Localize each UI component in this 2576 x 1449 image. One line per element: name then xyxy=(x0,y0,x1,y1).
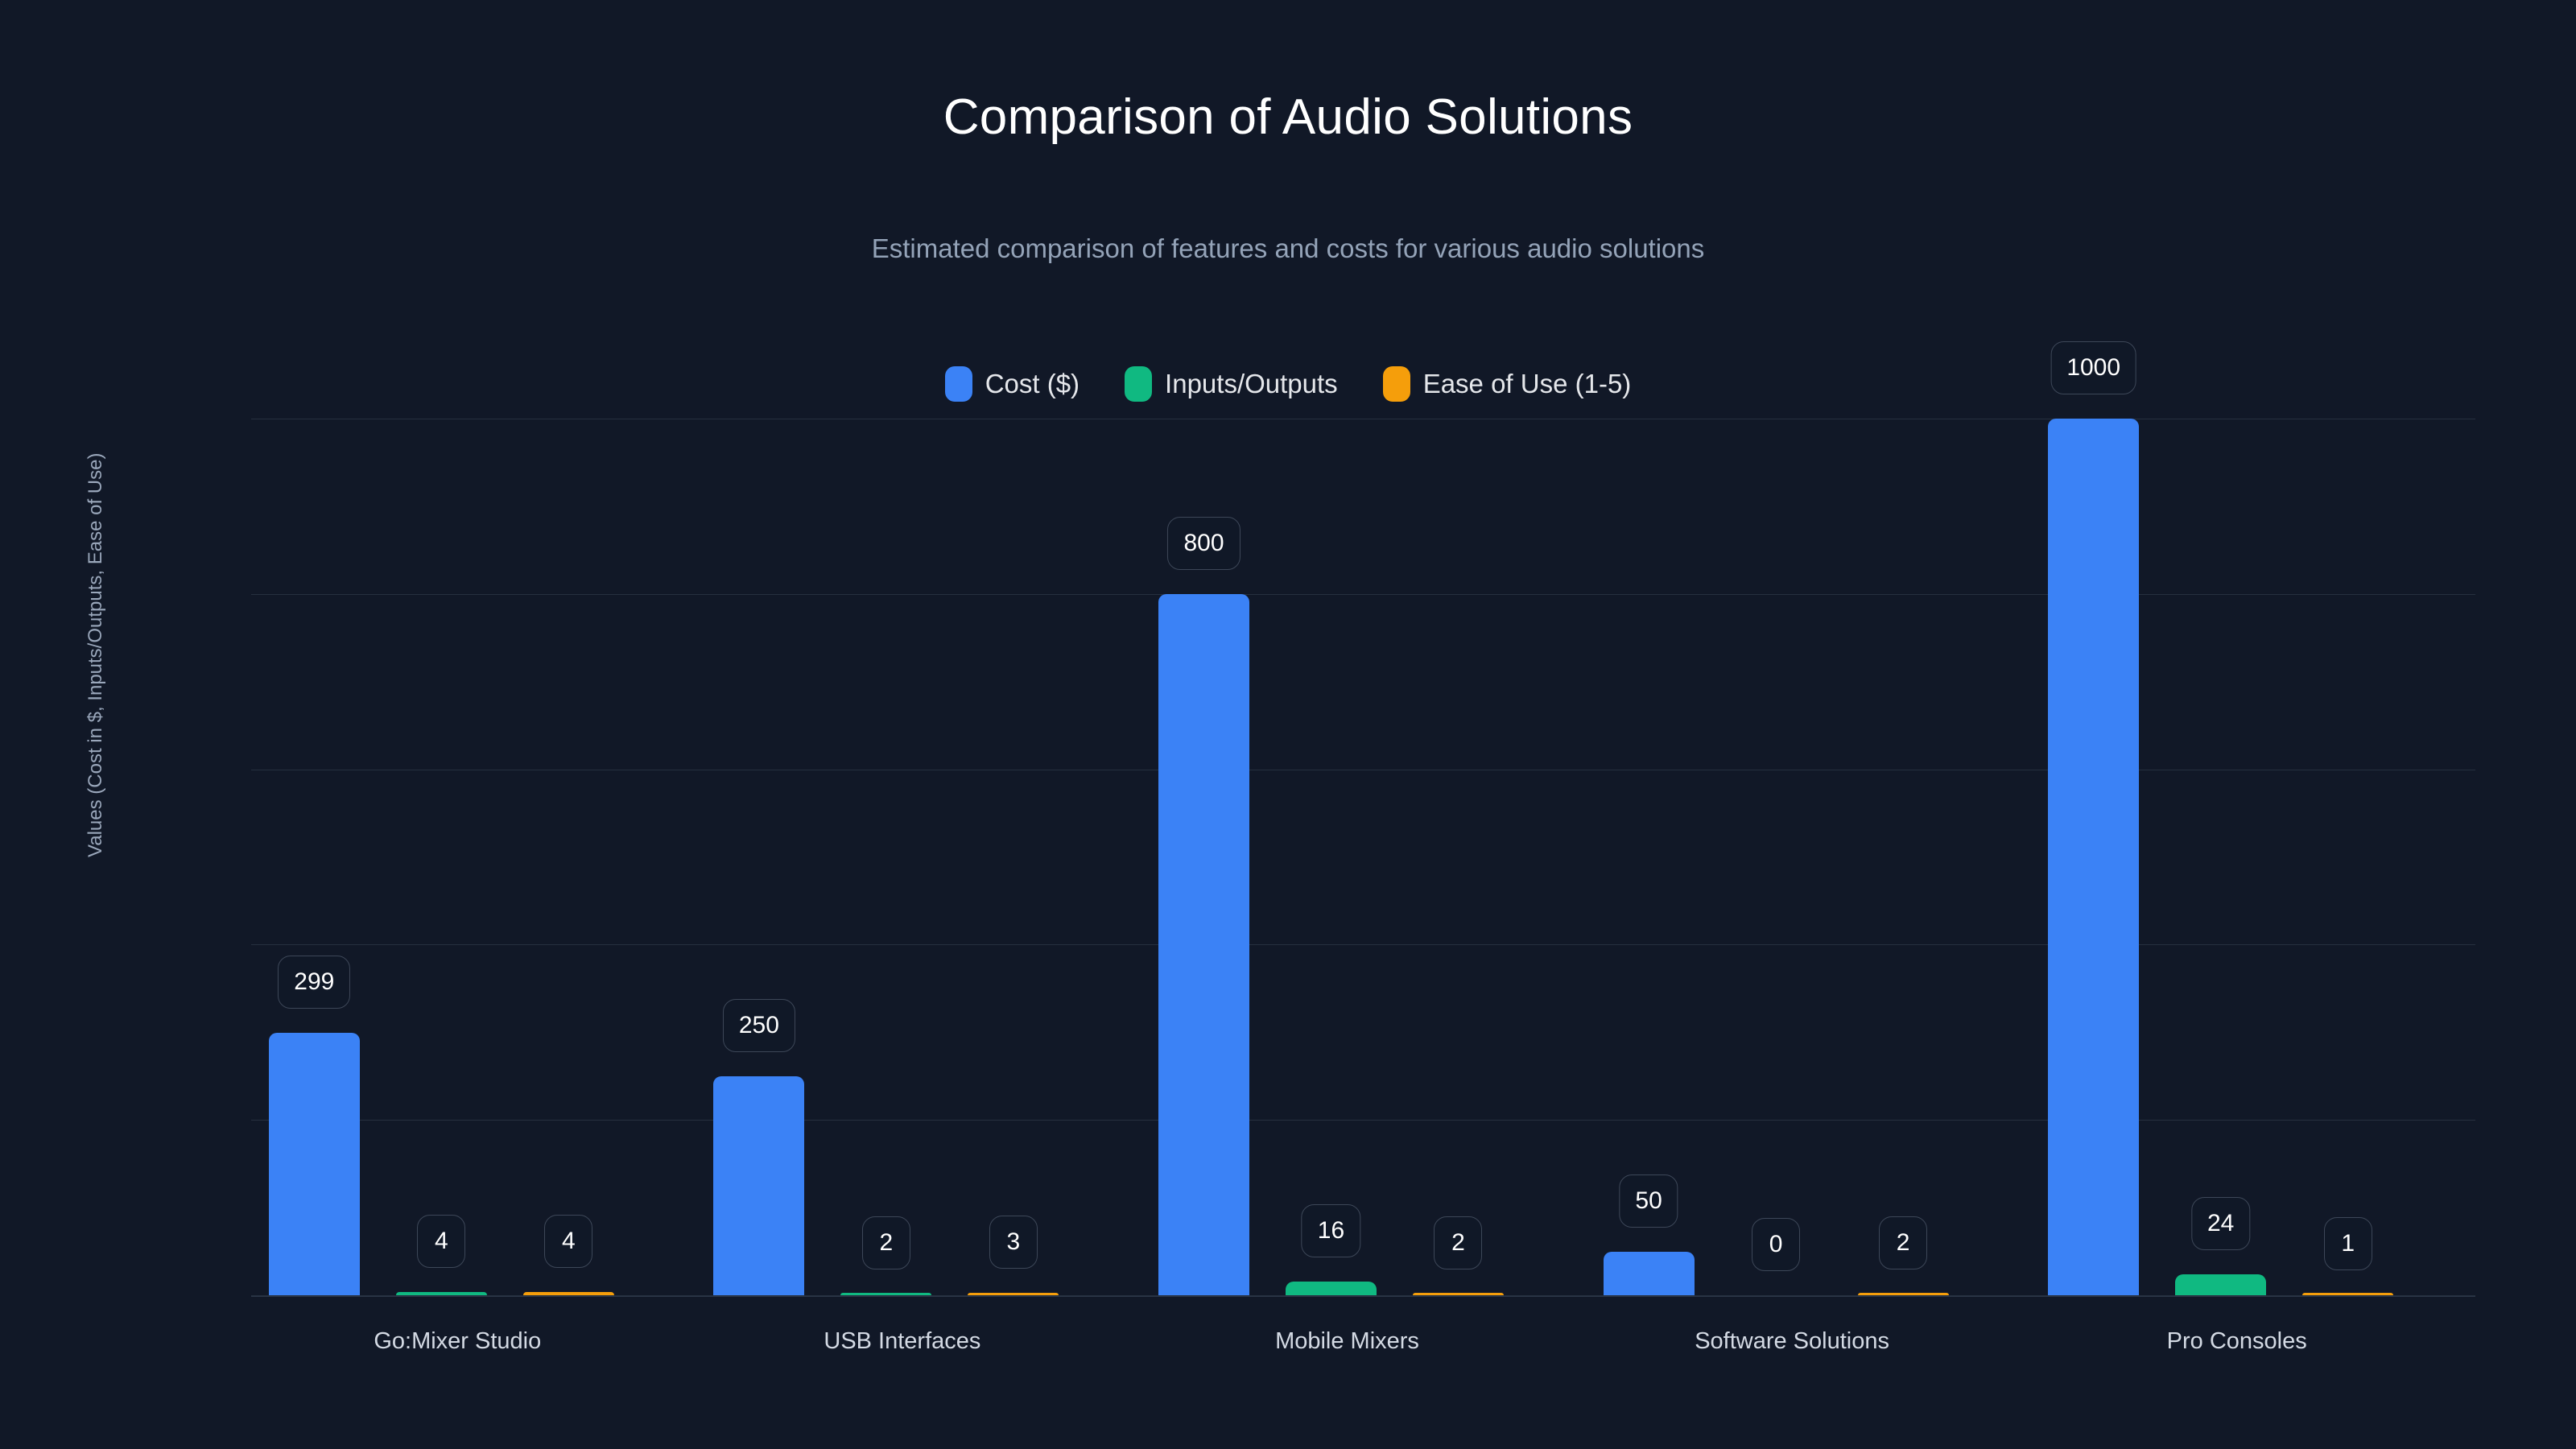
gridline xyxy=(251,1120,2475,1121)
legend-swatch-icon xyxy=(944,366,972,402)
bar-0-1[interactable] xyxy=(395,1291,487,1295)
bar-value-label: 4 xyxy=(417,1214,466,1268)
bar-1-1[interactable] xyxy=(840,1293,932,1295)
bar-4-1[interactable] xyxy=(2175,1274,2267,1295)
x-tick-label-1: USB Interfaces xyxy=(824,1328,981,1354)
gridline xyxy=(251,1295,2475,1296)
bar-group-1: 250 2 3 xyxy=(696,419,1141,1295)
bar-value-label: 0 xyxy=(1752,1218,1801,1271)
bar-0-0[interactable] xyxy=(268,1033,360,1295)
legend-swatch-icon xyxy=(1125,366,1153,402)
bar-1-2[interactable] xyxy=(968,1292,1059,1295)
legend-item-2[interactable]: Ease of Use (1-5) xyxy=(1382,366,1632,402)
bar-2-2[interactable] xyxy=(1412,1293,1504,1295)
bar-0-2[interactable] xyxy=(522,1291,614,1295)
plot-area: 299 4 4 250 2 3 800 16 2 50 0 2 1000 24 1 xyxy=(251,341,2475,1297)
bar-3-0[interactable] xyxy=(1603,1251,1695,1295)
bar-value-label: 299 xyxy=(278,956,351,1009)
bar-3-2[interactable] xyxy=(1857,1293,1949,1295)
page-title: Comparison of Audio Solutions xyxy=(943,89,1633,145)
gridline xyxy=(251,944,2475,946)
bar-value-label: 24 xyxy=(2191,1196,2251,1250)
bar-value-label: 1000 xyxy=(2050,341,2137,394)
bar-value-label: 2 xyxy=(861,1216,910,1269)
bar-1-0[interactable] xyxy=(713,1075,805,1295)
x-tick-label-0: Go:Mixer Studio xyxy=(374,1328,542,1354)
bar-value-label: 4 xyxy=(544,1214,593,1268)
bar-group-0: 299 4 4 xyxy=(251,419,696,1295)
x-tick-label-3: Software Solutions xyxy=(1695,1328,1889,1354)
bar-value-label: 1 xyxy=(2323,1216,2372,1270)
chart-subtitle: Estimated comparison of features and cos… xyxy=(871,233,1705,263)
legend-label: Inputs/Outputs xyxy=(1165,369,1338,398)
bar-2-0[interactable] xyxy=(1158,593,1249,1295)
bar-4-0[interactable] xyxy=(2048,419,2140,1295)
legend-swatch-icon xyxy=(1382,366,1410,402)
bar-value-label: 3 xyxy=(989,1215,1038,1269)
bar-value-label: 2 xyxy=(1434,1216,1483,1269)
bar-value-label: 250 xyxy=(722,998,795,1052)
bar-value-label: 16 xyxy=(1301,1203,1361,1257)
bar-2-1[interactable] xyxy=(1285,1281,1377,1295)
y-axis-title: Values (Cost in $, Inputs/Outputs, Ease … xyxy=(85,452,106,857)
x-axis-baseline xyxy=(251,1295,2475,1297)
gridline xyxy=(251,593,2475,595)
bar-4-2[interactable] xyxy=(2302,1293,2394,1295)
legend-item-1[interactable]: Inputs/Outputs xyxy=(1125,366,1338,402)
legend-item-0[interactable]: Cost ($) xyxy=(944,366,1080,402)
legend-label: Cost ($) xyxy=(985,369,1080,398)
bar-group-4: 1000 24 1 xyxy=(2030,341,2475,1295)
bar-group-2: 800 16 2 xyxy=(1141,419,1586,1295)
x-tick-label-2: Mobile Mixers xyxy=(1275,1328,1419,1354)
legend-label: Ease of Use (1-5) xyxy=(1422,369,1632,398)
chart-legend: Cost ($) Inputs/Outputs Ease of Use (1-5) xyxy=(0,366,2576,402)
bar-value-label: 2 xyxy=(1879,1216,1928,1269)
bar-group-3: 50 0 2 xyxy=(1586,419,2031,1295)
bar-value-label: 50 xyxy=(1619,1174,1678,1228)
x-tick-label-4: Pro Consoles xyxy=(2166,1328,2307,1354)
bar-value-label: 800 xyxy=(1167,516,1241,570)
